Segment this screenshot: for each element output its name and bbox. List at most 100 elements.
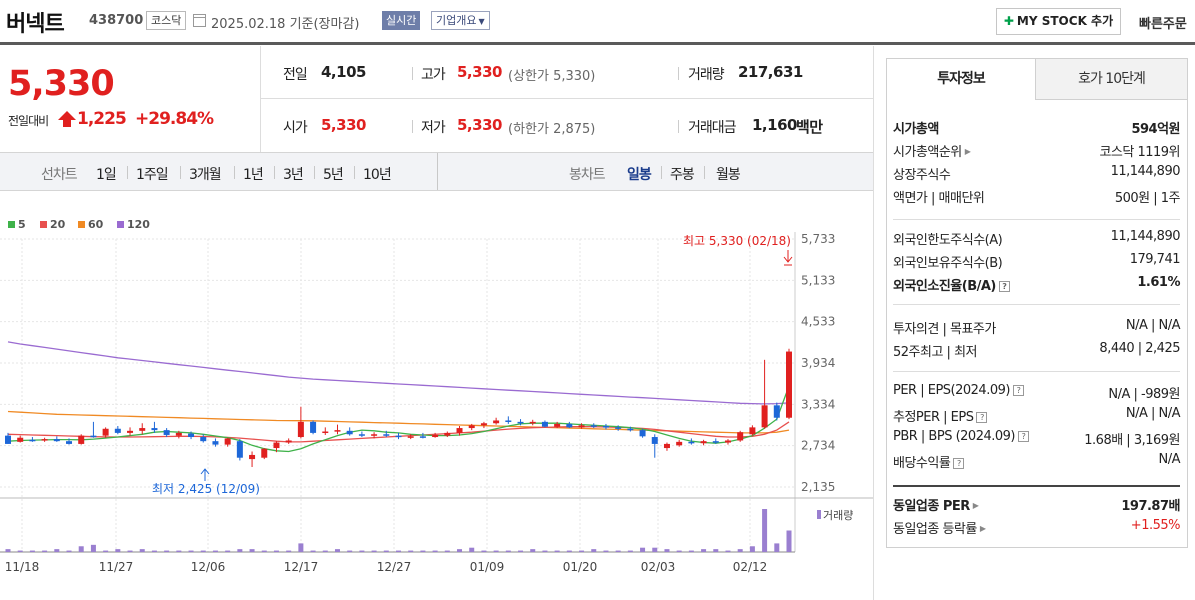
panel-row-label: 외국인한도주식수(A) — [893, 229, 1003, 248]
header-divider — [0, 42, 1195, 45]
price-chart[interactable]: 5,733 5,133 4,533 3,934 3,334 2,734 2,135 11/18… — [0, 192, 873, 600]
candle-body — [163, 430, 170, 435]
candle-monthly[interactable]: 월봉 — [716, 167, 741, 183]
volume-bar — [17, 550, 23, 552]
panel-row-label[interactable]: 시가총액순위 ▶ — [893, 141, 971, 160]
company-overview-label: 기업개요 — [436, 14, 477, 27]
divider — [412, 120, 413, 133]
volume-bar — [359, 550, 365, 552]
volume-bar — [749, 546, 755, 552]
x-tick-label: 02/12 — [733, 560, 768, 574]
legend-swatch-ma5 — [8, 221, 15, 228]
tab-order-book[interactable]: 호가 10단계 — [1036, 59, 1187, 100]
candle-body — [273, 442, 280, 449]
legend-ma20: 20 — [50, 218, 66, 231]
volume-bar — [615, 550, 621, 552]
panel-divider — [893, 485, 1180, 487]
volume-bar — [273, 550, 279, 552]
panel-row-label: 배당수익률? — [893, 452, 965, 471]
volume-bar — [249, 549, 255, 552]
volume-bar — [420, 550, 426, 552]
volume-bar — [774, 543, 780, 552]
panel-row-label: 시가총액 — [893, 118, 939, 137]
candle-body — [249, 454, 256, 460]
company-overview-button[interactable]: 기업개요 ▼ — [431, 11, 490, 30]
volume-bar — [725, 550, 731, 552]
candle-body — [541, 421, 548, 427]
panel-row-value: N/A | -989원 — [1108, 387, 1180, 402]
volume-bar — [713, 549, 719, 552]
tab-investment-info[interactable]: 투자정보 — [887, 59, 1036, 100]
range-3y[interactable]: 3년 — [283, 167, 304, 183]
candle-body — [236, 441, 243, 458]
volume-bar — [322, 550, 328, 552]
candle-body — [651, 437, 658, 444]
volume-bar — [298, 543, 304, 552]
candle-body — [224, 438, 231, 445]
divider — [314, 166, 315, 179]
candle-body — [334, 430, 341, 432]
candle-body — [627, 428, 634, 431]
divider — [678, 67, 679, 80]
x-tick-label: 11/18 — [5, 560, 40, 574]
candle-body — [724, 440, 731, 443]
question-icon[interactable]: ? — [1012, 385, 1024, 396]
volume-bar — [188, 550, 194, 552]
question-icon[interactable]: ? — [998, 281, 1010, 292]
my-stock-label: MY STOCK 추가 — [1016, 14, 1114, 28]
panel-row-label[interactable]: 동일업종 등락률 ▶ — [893, 518, 986, 537]
candle-body — [578, 425, 585, 428]
candle-body — [773, 405, 780, 418]
panel-row-value: 1.68배 | 3,169원 — [1084, 433, 1180, 448]
question-icon[interactable]: ? — [976, 412, 988, 423]
volume-bar — [66, 550, 72, 552]
volume-bar — [212, 550, 218, 552]
volume-bar — [786, 530, 792, 552]
volume-bar — [493, 550, 499, 552]
volume-bar — [542, 550, 548, 552]
legend-swatch-ma120 — [117, 221, 124, 228]
candle-weekly[interactable]: 주봉 — [670, 167, 695, 183]
x-tick-label: 01/20 — [563, 560, 598, 574]
ma5-line — [7, 385, 790, 453]
candle-body — [90, 435, 97, 438]
up-triangle-icon — [58, 111, 76, 120]
question-icon[interactable]: ? — [1017, 431, 1029, 442]
quick-order-button[interactable]: 빠른주문 — [1139, 17, 1187, 32]
panel-row-label[interactable]: 동일업종 PER ▶ — [893, 495, 979, 514]
realtime-button[interactable]: 실시간 — [382, 11, 421, 30]
volume-bar — [676, 550, 682, 552]
volume-bar — [640, 547, 646, 552]
candle-body — [468, 425, 475, 429]
amount-unit: 백만 — [796, 118, 823, 136]
panel-divider — [893, 304, 1180, 305]
question-icon[interactable]: ? — [953, 458, 965, 469]
line-chart-label[interactable]: 선차트 — [41, 167, 78, 183]
range-5y[interactable]: 5년 — [323, 167, 344, 183]
range-1d[interactable]: 1일 — [96, 167, 117, 183]
divider — [661, 166, 662, 179]
range-3m[interactable]: 3개월 — [189, 167, 222, 183]
change-label: 전일대비 — [8, 114, 49, 128]
volume-value: 217,631 — [738, 63, 803, 81]
my-stock-add-button[interactable]: ✚ MY STOCK 추가 — [996, 8, 1121, 35]
volume-bar — [518, 550, 524, 552]
divider — [260, 98, 873, 99]
candle-body — [761, 405, 768, 428]
candle-chart-label[interactable]: 봉차트 — [569, 167, 606, 183]
candle-body — [432, 434, 439, 438]
candle-body — [212, 441, 219, 445]
candle-body — [175, 432, 182, 436]
candle-body — [419, 436, 426, 438]
candle-body — [444, 432, 451, 436]
candle-daily[interactable]: 일봉 — [627, 167, 652, 183]
change-value: 1,225 — [77, 109, 127, 129]
divider — [412, 67, 413, 80]
range-1y[interactable]: 1년 — [243, 167, 264, 183]
panel-row-label-text: 상장주식수 — [893, 168, 951, 183]
range-10y[interactable]: 10년 — [363, 167, 392, 183]
volume-bar — [591, 549, 597, 552]
panel-row-value: 8,440 | 2,425 — [1099, 341, 1180, 356]
high-arrow-head — [783, 256, 793, 263]
range-1w[interactable]: 1주일 — [136, 167, 169, 183]
